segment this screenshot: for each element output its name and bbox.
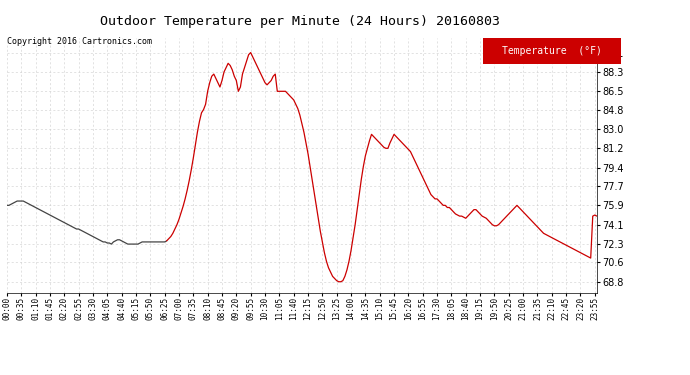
Text: Copyright 2016 Cartronics.com: Copyright 2016 Cartronics.com	[7, 38, 152, 46]
Text: Temperature  (°F): Temperature (°F)	[502, 46, 602, 56]
Text: Outdoor Temperature per Minute (24 Hours) 20160803: Outdoor Temperature per Minute (24 Hours…	[100, 15, 500, 28]
